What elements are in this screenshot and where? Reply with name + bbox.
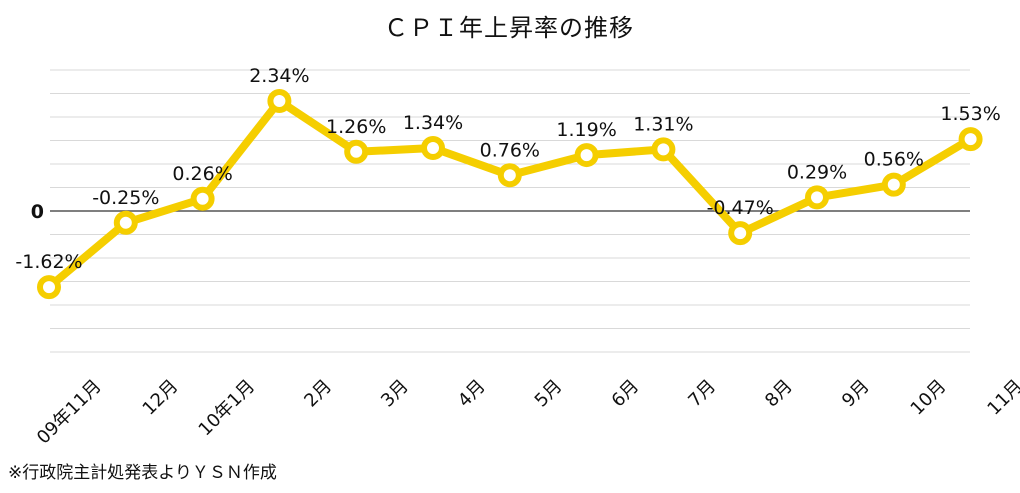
x-tick-label: 3月 [377, 376, 413, 412]
data-label: 1.19% [556, 119, 616, 141]
data-point [190, 186, 215, 211]
data-label: -0.47% [707, 197, 774, 219]
series-line-layer [45, 97, 975, 292]
data-label: 1.26% [326, 116, 386, 138]
data-point [267, 89, 292, 114]
x-tick-label: 09年11月 [33, 376, 106, 449]
data-point [651, 137, 676, 162]
data-point [37, 275, 61, 300]
data-label: 2.34% [249, 65, 309, 87]
data-label: 1.53% [940, 103, 1000, 125]
x-axis-ticks: 09年11月 12月 10年1月 2月 3月 4月 5月 6月 7月 8月 9月 10月 11月 [33, 376, 1020, 449]
data-point [958, 127, 983, 152]
data-point [421, 136, 445, 161]
data-point [881, 172, 906, 197]
data-point [344, 139, 369, 164]
data-label: 0.76% [480, 139, 540, 161]
y-tick-label: 0 [31, 201, 44, 223]
data-labels: -1.62% -0.25% 0.26% 2.34% 1.26% 1.34% 0.76% 1.1… [15, 65, 1000, 273]
series-markers [37, 89, 983, 300]
x-tick-label: 4月 [454, 376, 490, 412]
data-label: 0.56% [864, 149, 924, 171]
gridlines [50, 69, 970, 353]
source-note: ※行政院主計処発表よりＹＳＮ作成 [8, 463, 277, 483]
x-tick-label: 11月 [983, 376, 1020, 420]
data-point [497, 163, 522, 188]
x-tick-label: 12月 [139, 376, 183, 420]
data-label: -1.62% [15, 251, 82, 273]
x-tick-label: 6月 [608, 376, 644, 412]
x-tick-label: 5月 [531, 376, 567, 412]
data-point [113, 210, 138, 235]
data-point [805, 185, 829, 210]
data-point [728, 221, 753, 246]
x-tick-label: 2月 [300, 376, 336, 412]
data-label: -0.25% [92, 187, 159, 209]
data-point [574, 143, 599, 168]
x-tick-label: 10年1月 [195, 376, 260, 441]
y-axis: 0 [31, 201, 970, 223]
data-label: 0.29% [787, 161, 847, 183]
data-label: 1.34% [403, 112, 463, 134]
x-tick-label: 8月 [761, 376, 797, 412]
data-label: 0.26% [172, 163, 232, 185]
x-tick-label: 7月 [684, 376, 720, 412]
data-label: 1.31% [633, 113, 693, 135]
x-tick-label: 9月 [838, 376, 874, 412]
x-tick-label: 10月 [907, 376, 951, 420]
chart-title: ＣＰＩ年上昇率の推移 [384, 14, 634, 42]
series-line [45, 97, 975, 292]
